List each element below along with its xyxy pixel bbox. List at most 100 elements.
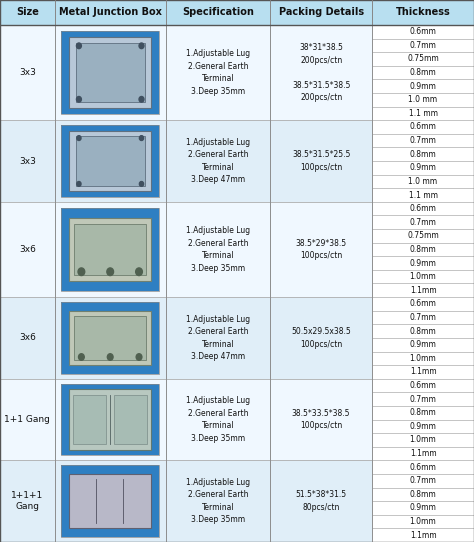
Bar (372, 283, 474, 297)
Text: 0.7mm: 0.7mm (410, 41, 437, 50)
Text: 1.1mm: 1.1mm (410, 367, 437, 376)
Bar (372, 120, 474, 134)
Bar (372, 433, 474, 447)
Bar (114, 396, 147, 444)
Bar (372, 215, 474, 229)
Bar (372, 338, 474, 352)
Text: 0.6mm: 0.6mm (410, 299, 437, 308)
Text: 1.0mm: 1.0mm (410, 354, 437, 363)
Bar (166, 202, 270, 297)
Text: 1.0mm: 1.0mm (410, 517, 437, 526)
Bar (166, 297, 270, 379)
Text: 0.75mm: 0.75mm (407, 231, 439, 240)
Text: 0.9mm: 0.9mm (410, 422, 437, 431)
Bar (55, 297, 166, 379)
Bar (270, 460, 372, 542)
Circle shape (107, 354, 113, 360)
Bar (61, 125, 159, 197)
Text: Packing Details: Packing Details (279, 8, 364, 17)
Text: 0.8mm: 0.8mm (410, 408, 437, 417)
Bar (166, 460, 270, 542)
Bar (74, 316, 146, 360)
Circle shape (139, 182, 144, 186)
Bar (372, 352, 474, 365)
Text: 1.Adjustable Lug
2.General Earth
Terminal
3.Deep 35mm: 1.Adjustable Lug 2.General Earth Termina… (186, 396, 250, 443)
Text: 1.0mm: 1.0mm (410, 435, 437, 444)
Text: 0.6mm: 0.6mm (410, 381, 437, 390)
Text: 1.Adjustable Lug
2.General Earth
Terminal
3.Deep 35mm: 1.Adjustable Lug 2.General Earth Termina… (186, 478, 250, 525)
Bar (372, 515, 474, 528)
Text: 3x6: 3x6 (19, 333, 36, 343)
Bar (372, 66, 474, 79)
Circle shape (76, 96, 82, 102)
Bar (270, 297, 372, 379)
Text: 0.9mm: 0.9mm (410, 340, 437, 349)
Bar (166, 0, 270, 25)
Bar (55, 120, 166, 202)
Circle shape (77, 182, 81, 186)
Bar (372, 0, 474, 25)
Bar (61, 208, 159, 292)
Bar (372, 52, 474, 66)
Text: 0.8mm: 0.8mm (410, 245, 437, 254)
Bar (76, 136, 145, 186)
Bar (372, 134, 474, 147)
Text: 0.7mm: 0.7mm (410, 313, 437, 322)
Text: 1.1mm: 1.1mm (410, 449, 437, 458)
Bar (0, 120, 55, 202)
Circle shape (76, 43, 82, 49)
Bar (55, 25, 166, 120)
Bar (61, 31, 159, 114)
Text: 1.Adjustable Lug
2.General Earth
Terminal
3.Deep 47mm: 1.Adjustable Lug 2.General Earth Termina… (186, 138, 250, 184)
Text: 3x6: 3x6 (19, 245, 36, 254)
Bar (270, 0, 372, 25)
Text: 38.5*33.5*38.5
100pcs/ctn: 38.5*33.5*38.5 100pcs/ctn (292, 409, 350, 430)
Bar (372, 270, 474, 283)
Bar (372, 79, 474, 93)
Bar (76, 43, 145, 102)
Text: 1.1 mm: 1.1 mm (409, 191, 438, 199)
Circle shape (139, 96, 144, 102)
Text: 0.6mm: 0.6mm (410, 122, 437, 132)
Text: 38*31*38.5
200pcs/ctn

38.5*31.5*38.5
200pcs/ctn: 38*31*38.5 200pcs/ctn 38.5*31.5*38.5 200… (292, 43, 350, 102)
Circle shape (139, 136, 144, 140)
Text: 0.8mm: 0.8mm (410, 327, 437, 335)
Bar (372, 175, 474, 188)
Bar (61, 384, 159, 455)
Text: 0.7mm: 0.7mm (410, 218, 437, 227)
Text: 0.9mm: 0.9mm (410, 82, 437, 91)
Bar (0, 297, 55, 379)
Bar (372, 311, 474, 324)
Circle shape (77, 136, 81, 140)
Bar (372, 324, 474, 338)
Bar (55, 460, 166, 542)
Text: 51.5*38*31.5
80pcs/ctn: 51.5*38*31.5 80pcs/ctn (296, 491, 346, 512)
Text: 0.8mm: 0.8mm (410, 490, 437, 499)
Bar (270, 202, 372, 297)
Text: 1.1 mm: 1.1 mm (409, 109, 438, 118)
Bar (61, 302, 159, 374)
Bar (69, 389, 151, 450)
Bar (372, 107, 474, 120)
Text: 1.1mm: 1.1mm (410, 286, 437, 295)
Bar (61, 208, 159, 292)
Text: 1.Adjustable Lug
2.General Earth
Terminal
3.Deep 35mm: 1.Adjustable Lug 2.General Earth Termina… (186, 226, 250, 273)
Text: 3x3: 3x3 (19, 68, 36, 77)
Text: 0.6mm: 0.6mm (410, 204, 437, 213)
Bar (61, 125, 159, 197)
Text: 1.1mm: 1.1mm (410, 531, 437, 540)
Bar (166, 120, 270, 202)
Circle shape (136, 268, 142, 275)
Bar (372, 392, 474, 406)
Bar (372, 38, 474, 52)
Text: 0.7mm: 0.7mm (410, 136, 437, 145)
Circle shape (139, 43, 144, 49)
Text: 0.6mm: 0.6mm (410, 463, 437, 472)
Bar (270, 25, 372, 120)
Bar (270, 379, 372, 460)
Text: Size: Size (16, 8, 39, 17)
Bar (270, 120, 372, 202)
Bar (0, 460, 55, 542)
Bar (166, 379, 270, 460)
Bar (372, 202, 474, 215)
